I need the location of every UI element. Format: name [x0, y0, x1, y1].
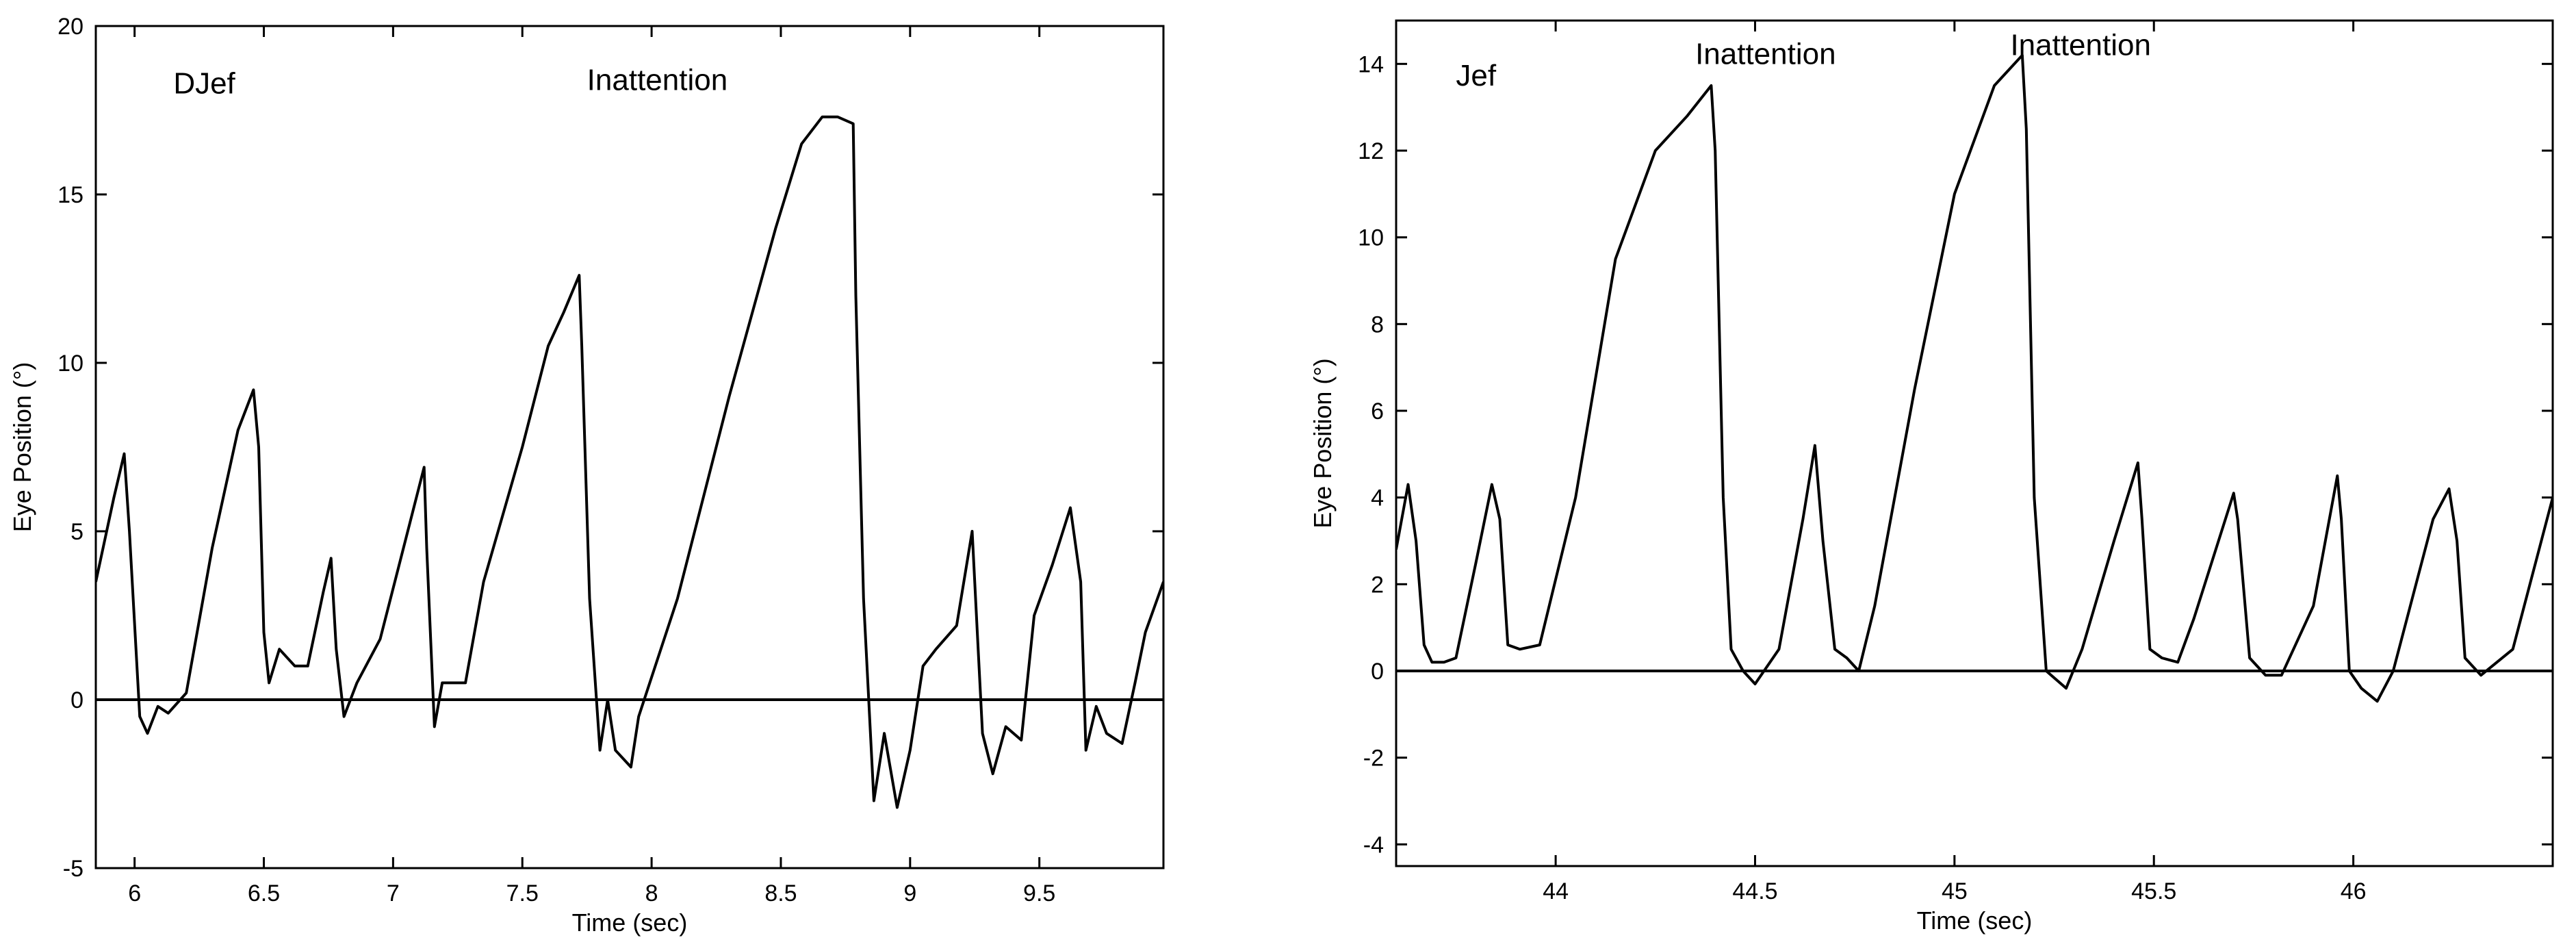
right-x-tick-label: 44.5 — [1732, 878, 1777, 904]
left-x-tick-label: 9 — [903, 880, 916, 906]
right-y-tick-label: 6 — [1371, 398, 1384, 424]
left-plot-frame — [94, 25, 1165, 869]
right-y-tick-label: 10 — [1358, 225, 1384, 251]
left-x-tick-label: 6 — [128, 880, 141, 906]
left-x-tick-label: 9.5 — [1023, 880, 1055, 906]
right-y-tick-label: -2 — [1363, 746, 1384, 772]
right-y-tick-label: 12 — [1358, 138, 1384, 164]
right-annotation: Inattention — [2010, 29, 2151, 62]
right-x-tick-label: 44 — [1543, 878, 1569, 904]
right-eye-position-trace — [1396, 53, 2553, 703]
right-annotation: Jef — [1456, 59, 1496, 92]
right-y-tick-label: 8 — [1371, 312, 1384, 338]
left-annotation: Inattention — [587, 63, 728, 97]
right-y-tick-label: -4 — [1363, 832, 1384, 858]
left-x-tick-label: 8 — [645, 880, 658, 906]
right-x-tick-label: 45 — [1942, 878, 1968, 904]
right-annotation: Inattention — [1695, 37, 1836, 71]
left-y-axis-label: Eye Position (°) — [8, 362, 36, 532]
right-y-tick-label: 0 — [1371, 659, 1384, 685]
left-y-tick-label: 5 — [70, 519, 83, 545]
right-x-tick-label: 46 — [2341, 878, 2367, 904]
right-y-tick-label: 2 — [1371, 572, 1384, 598]
left-chart: 6 6.5 7 7.5 8 8.5 9 9.5 -5 0 5 10 15 20 Time (sec) Ey… — [8, 14, 1165, 937]
left-x-tick-label: 8.5 — [764, 880, 797, 906]
left-x-tick-label: 7.5 — [506, 880, 539, 906]
right-y-tick-label: 4 — [1371, 485, 1384, 511]
right-x-tick-label: 45.5 — [2131, 878, 2176, 904]
right-x-axis-label: Time (sec) — [1917, 906, 2033, 935]
left-y-tick-label: 15 — [57, 182, 83, 208]
left-y-tick-label: 10 — [57, 351, 83, 377]
left-eye-position-trace — [96, 115, 1163, 809]
left-annotation: DJef — [173, 66, 235, 100]
left-x-tick-label: 6.5 — [248, 880, 280, 906]
left-y-tick-label: 20 — [57, 14, 83, 40]
right-y-axis-label: Eye Position (°) — [1309, 358, 1337, 528]
right-y-tick-label: 14 — [1358, 51, 1384, 77]
left-x-tick-label: 7 — [387, 880, 400, 906]
right-plot-frame — [1395, 19, 2554, 867]
left-y-tick-label: 0 — [70, 687, 83, 713]
left-x-axis-label: Time (sec) — [572, 909, 688, 937]
left-y-tick-label: -5 — [63, 856, 83, 882]
